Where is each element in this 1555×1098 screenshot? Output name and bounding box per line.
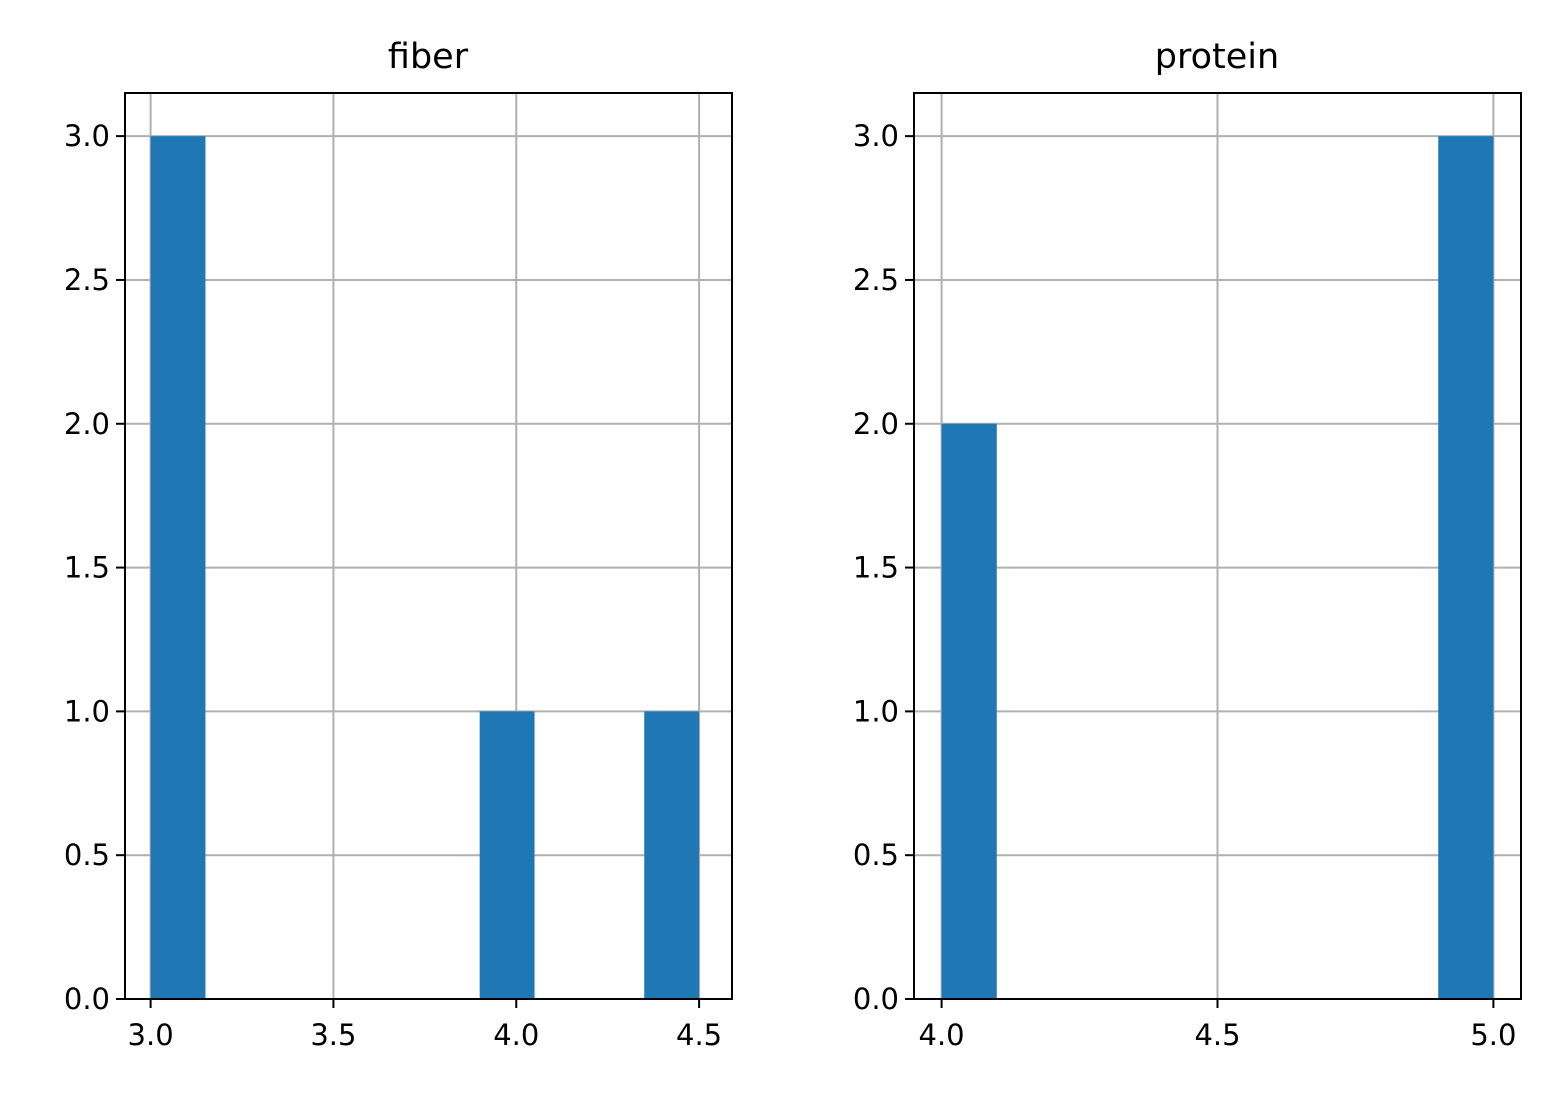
fiber-histogram-bar: [150, 136, 206, 1000]
fiber-histogram-panel: 3.0 3.5 4.0 4.5 0.0 0.5 1.0 1.5 2.0 2.5 3.0 fiber: [64, 37, 733, 1052]
fiber-x-tick-label: 3.0: [128, 1018, 174, 1052]
protein-y-tick-label: 3.0: [853, 119, 899, 153]
fiber-y-tick-label: 3.0: [64, 119, 110, 153]
fiber-y-tick-label: 0.5: [64, 838, 110, 872]
fiber-x-tick-label: 4.5: [676, 1018, 722, 1052]
fiber-chart-title: fiber: [388, 37, 469, 77]
fiber-x-tick-label: 3.5: [310, 1018, 356, 1052]
protein-y-tick-label: 0.0: [853, 982, 899, 1016]
fiber-x-tick-label: 4.0: [493, 1018, 539, 1052]
protein-y-tick-label: 0.5: [853, 838, 899, 872]
protein-x-tick-label: 4.5: [1194, 1018, 1240, 1052]
fiber-y-tick-label: 0.0: [64, 982, 110, 1016]
protein-histogram-panel: 4.0 4.5 5.0 0.0 0.5 1.0 1.5 2.0 2.5 3.0 protein: [853, 37, 1522, 1052]
fiber-y-tick-label: 1.5: [64, 551, 110, 585]
fiber-y-tick-label: 1.0: [64, 694, 110, 728]
protein-y-tick-label: 2.5: [853, 263, 899, 297]
fiber-histogram-bar: [644, 711, 700, 999]
protein-x-tick-label: 4.0: [919, 1018, 965, 1052]
protein-y-tick-label: 2.0: [853, 407, 899, 441]
protein-y-tick-label: 1.5: [853, 551, 899, 585]
protein-histogram-bar: [1438, 136, 1494, 1000]
protein-x-tick-label: 5.0: [1470, 1018, 1516, 1052]
fiber-y-tick-label: 2.5: [64, 263, 110, 297]
fiber-histogram-bar: [479, 711, 535, 999]
protein-chart-title: protein: [1155, 37, 1279, 77]
protein-histogram-bar: [941, 423, 997, 999]
protein-y-tick-label: 1.0: [853, 694, 899, 728]
fiber-axes-frame: [124, 92, 733, 1000]
fiber-y-tick-label: 2.0: [64, 407, 110, 441]
